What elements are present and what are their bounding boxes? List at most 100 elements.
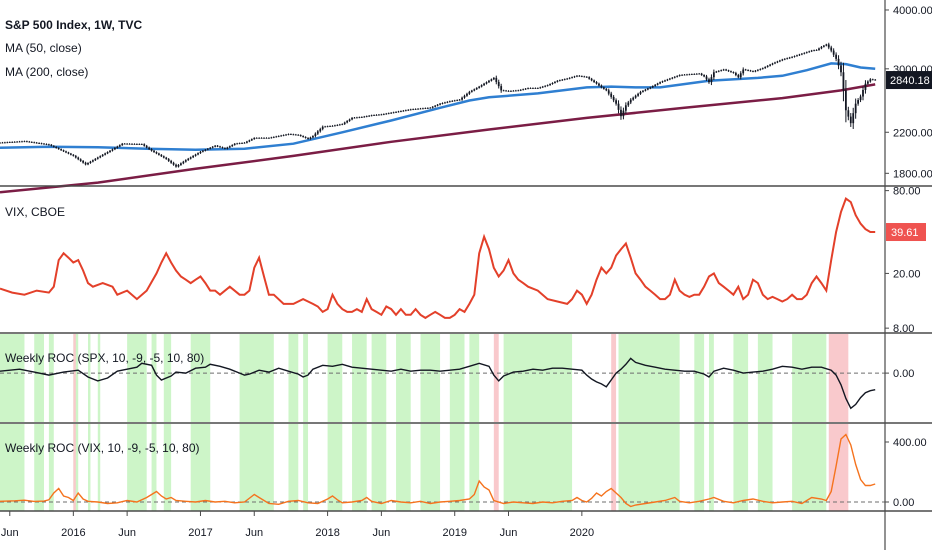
price-bar-body — [224, 147, 226, 149]
price-bar-body — [857, 100, 860, 104]
signal-zone-green — [449, 334, 465, 422]
price-bar-body — [238, 143, 241, 145]
price-bar-body — [566, 78, 569, 80]
price-bar-body — [781, 59, 784, 61]
price-bar-body — [25, 141, 28, 143]
price-bar-body — [546, 85, 549, 86]
price-bar-body — [783, 58, 786, 60]
price-bar-body — [673, 76, 676, 78]
price-bar-body — [659, 82, 661, 84]
price-y-tick-label: 1800.00 — [893, 168, 932, 180]
signal-zone-green — [469, 424, 480, 511]
price-bar-body — [483, 83, 485, 86]
price-bar-body — [180, 163, 182, 165]
signal-zone-green — [757, 424, 773, 511]
price-bar-body — [275, 136, 278, 138]
signal-zone-green — [694, 424, 705, 511]
signal-zone-green — [371, 334, 387, 422]
price-bar-body — [373, 115, 375, 116]
price-bar-body — [766, 65, 769, 67]
price-bar-body — [390, 112, 393, 114]
price-bar-body — [666, 79, 669, 81]
price-bar-body — [368, 115, 371, 117]
price-bar-body — [563, 79, 566, 80]
price-bar-body — [409, 109, 412, 111]
price-bar-body — [510, 90, 512, 92]
price-bar-body — [514, 90, 517, 92]
price-bar-body — [138, 144, 141, 145]
price-bar-body — [827, 44, 830, 48]
signal-zone-green — [503, 334, 573, 422]
price-bar-body — [150, 149, 153, 151]
price-bar-body — [348, 119, 351, 121]
price-bar-body — [808, 51, 811, 53]
price-bar-body — [541, 86, 544, 88]
price-bar-body — [404, 110, 407, 112]
price-last-value-text: 2840.18 — [890, 75, 930, 87]
price-bar-body — [705, 76, 708, 80]
price-bar-body — [287, 134, 290, 135]
price-bar-body — [52, 145, 55, 147]
signal-zone-green — [503, 424, 573, 511]
price-bar-body — [30, 141, 33, 143]
price-bar-body — [602, 87, 605, 89]
signal-zone-green — [708, 334, 714, 422]
price-bar-body — [622, 110, 625, 117]
price-bar-body — [558, 80, 561, 82]
price-bar-body — [617, 103, 620, 110]
price-bar-body — [145, 145, 148, 148]
x-tick-label: 2017 — [188, 527, 212, 539]
price-bar-body — [796, 55, 798, 57]
price-bar-body — [871, 79, 874, 81]
signal-zone-green — [151, 334, 157, 422]
price-bar-body — [818, 48, 820, 50]
price-bar-body — [854, 103, 857, 114]
price-bar-body — [228, 146, 231, 148]
price-bar-body — [324, 126, 327, 128]
price-bar-body — [832, 50, 835, 55]
price-bar-body — [519, 89, 522, 91]
price-bar-body — [683, 74, 686, 76]
price-bar-body — [813, 50, 816, 52]
price-bar-body — [96, 157, 99, 159]
price-bar-body — [400, 111, 402, 112]
price-bar-body — [187, 158, 190, 161]
price-bar-body — [82, 160, 85, 163]
price-bar-body — [656, 83, 659, 85]
signal-zone-green — [190, 424, 211, 511]
price-bar-body — [529, 88, 532, 89]
price-bar-body — [600, 85, 603, 88]
price-bar-body — [426, 107, 429, 109]
price-bar-body — [671, 77, 674, 79]
signal-zone-green — [618, 424, 680, 511]
signal-zone-green — [618, 334, 680, 422]
price-bar-body — [118, 145, 121, 147]
price-bar-body — [375, 114, 378, 116]
price-bar-body — [451, 100, 454, 102]
price-bar-body — [331, 125, 334, 127]
price-bar-body — [629, 99, 632, 103]
roc-spx-y-tick-label: 0.00 — [893, 368, 914, 380]
price-bar-body — [304, 136, 307, 138]
price-bar-body — [47, 144, 50, 146]
price-bar-body — [250, 139, 253, 141]
price-bar-body — [99, 156, 102, 158]
price-bar-body — [502, 90, 505, 92]
price-bar-body — [319, 129, 322, 132]
price-bar-body — [89, 161, 92, 164]
price-bar-body — [72, 154, 75, 156]
price-bar-body — [668, 78, 671, 80]
price-bar-body — [395, 111, 397, 113]
price-bar-body — [343, 122, 346, 125]
price-bar-body — [578, 75, 581, 77]
price-bar-body — [21, 141, 23, 143]
price-bar-body — [189, 157, 192, 159]
price-bar-body — [485, 82, 488, 84]
price-bar-body — [837, 58, 840, 66]
price-bar-body — [436, 104, 439, 106]
signal-zone-green — [708, 424, 714, 511]
price-bar-body — [461, 97, 463, 100]
x-tick-label: 2016 — [61, 527, 85, 539]
price-bar-body — [402, 110, 405, 112]
